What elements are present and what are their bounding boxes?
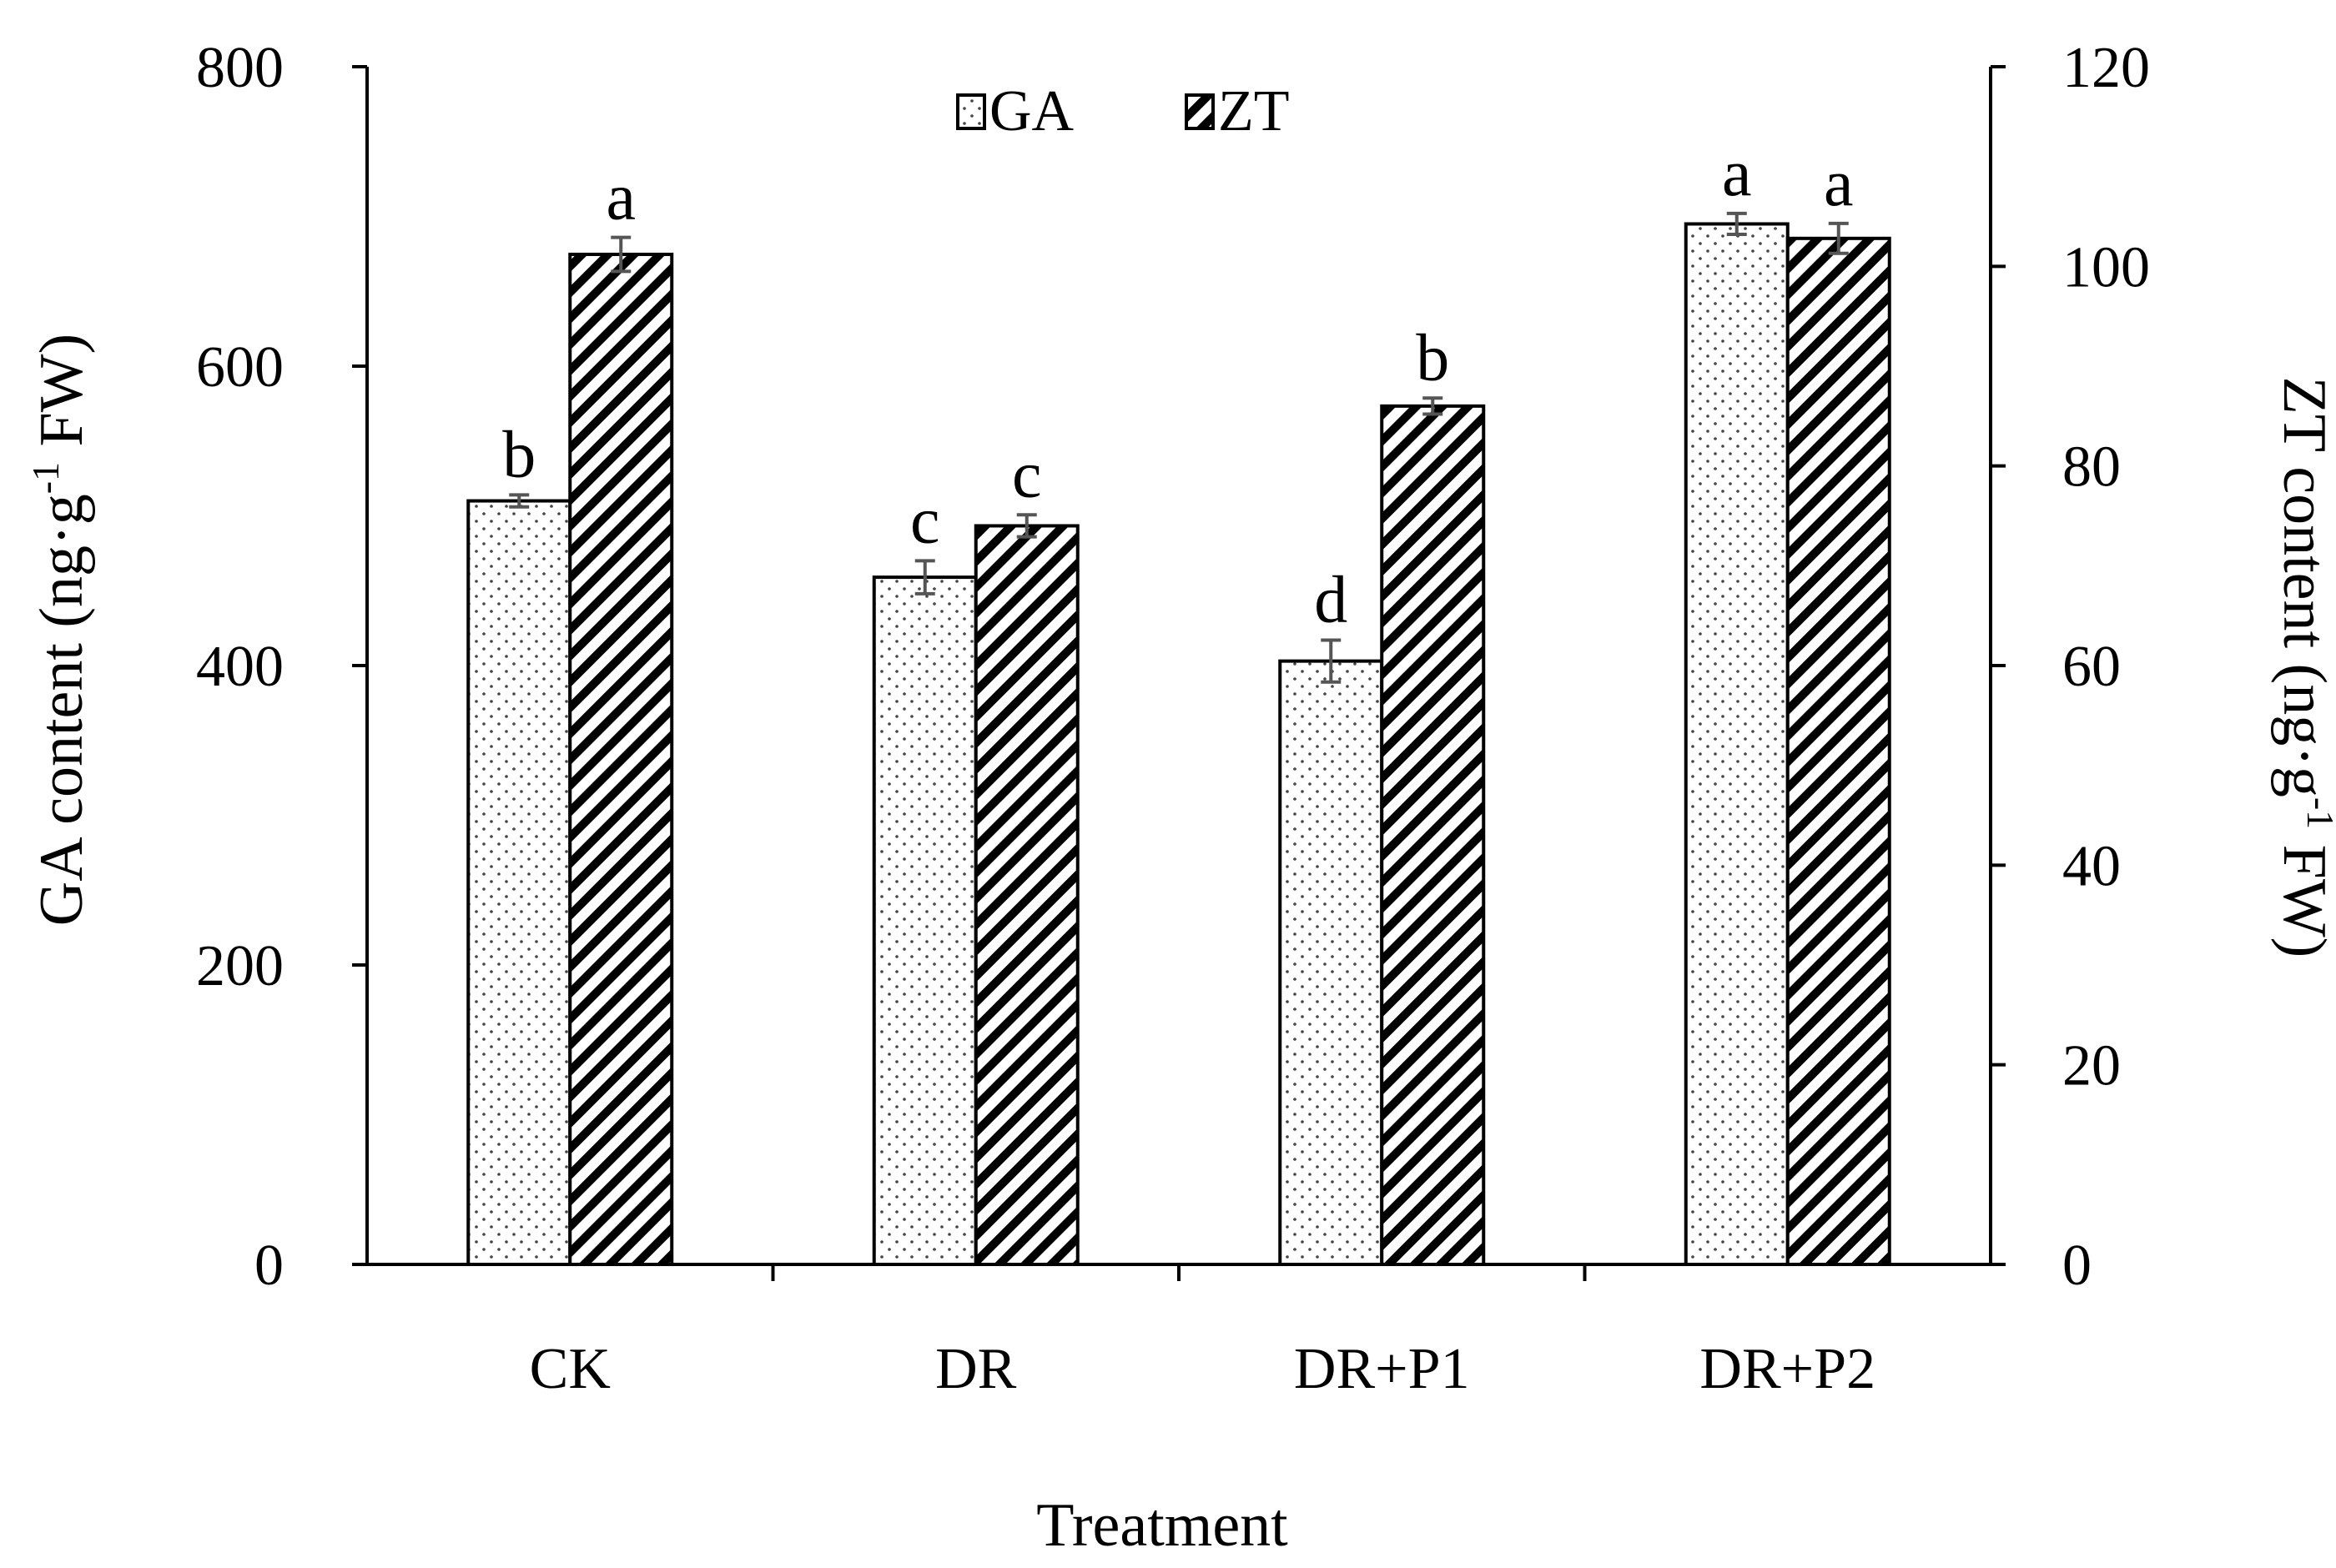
y-left-tick-label: 200	[196, 934, 284, 998]
zt-bar-4	[1785, 236, 1891, 1266]
x-category-label-1: CK	[530, 1337, 611, 1401]
ga-error-bar-2	[914, 559, 935, 596]
zt-sig-letter-4: a	[1824, 147, 1854, 220]
y-right-tick-label: 100	[2062, 235, 2150, 299]
y-right-tick-label: 60	[2062, 635, 2121, 699]
zt-bar-2	[974, 524, 1080, 1266]
x-axis-title: Treatment	[1036, 1491, 1288, 1560]
zt-sig-letter-3: b	[1416, 321, 1449, 395]
ga-sig-letter-2: c	[910, 484, 940, 557]
y-left-tick-label: 800	[196, 36, 284, 100]
ga-bar-2	[872, 575, 978, 1266]
ga-error-bar-3	[1321, 638, 1342, 684]
y-right-tick-label: 120	[2062, 36, 2150, 100]
x-category-label-3: DR+P1	[1294, 1337, 1470, 1401]
x-category-label-2: DR	[935, 1337, 1017, 1401]
legend-label-zt: ZT	[1218, 79, 1290, 143]
y-left-tick-label: 0	[254, 1234, 284, 1298]
zt-error-bar-3	[1422, 396, 1443, 416]
legend-label-ga: GA	[989, 79, 1075, 143]
ga-bar-4	[1684, 222, 1790, 1267]
zt-error-bar-2	[1016, 513, 1037, 539]
ga-sig-letter-1: b	[502, 418, 536, 491]
y-right-tick-label: 80	[2062, 435, 2121, 500]
ga-bar-1	[466, 499, 572, 1266]
y-left-tick-label: 600	[196, 335, 284, 400]
zt-error-bar-4	[1828, 221, 1849, 255]
zt-error-bar-1	[611, 235, 632, 274]
legend-swatch-ga	[956, 93, 986, 130]
zt-bar-3	[1380, 404, 1486, 1266]
ga-sig-letter-3: d	[1314, 563, 1347, 636]
y-right-tick-label: 0	[2062, 1234, 2092, 1298]
y-right-tick-label: 40	[2062, 834, 2121, 898]
x-category-label-4: DR+P2	[1699, 1337, 1875, 1401]
ga-bar-3	[1278, 659, 1384, 1266]
ga-error-bar-1	[509, 493, 530, 509]
legend-swatch-zt	[1185, 93, 1215, 130]
zt-sig-letter-2: c	[1012, 438, 1042, 511]
y-axis-right-title: ZT content (ng·g-1 FW)	[2270, 377, 2336, 958]
ga-sig-letter-4: a	[1722, 137, 1752, 210]
zt-bar-1	[568, 252, 674, 1266]
y-left-tick-label: 400	[196, 635, 284, 699]
legend: GA ZT	[956, 79, 1290, 143]
zt-sig-letter-1: a	[606, 161, 636, 234]
y-right-tick-label: 20	[2062, 1034, 2121, 1098]
ga-error-bar-4	[1726, 211, 1747, 237]
y-axis-left-title: GA content (ng·g-1 FW)	[24, 334, 96, 926]
